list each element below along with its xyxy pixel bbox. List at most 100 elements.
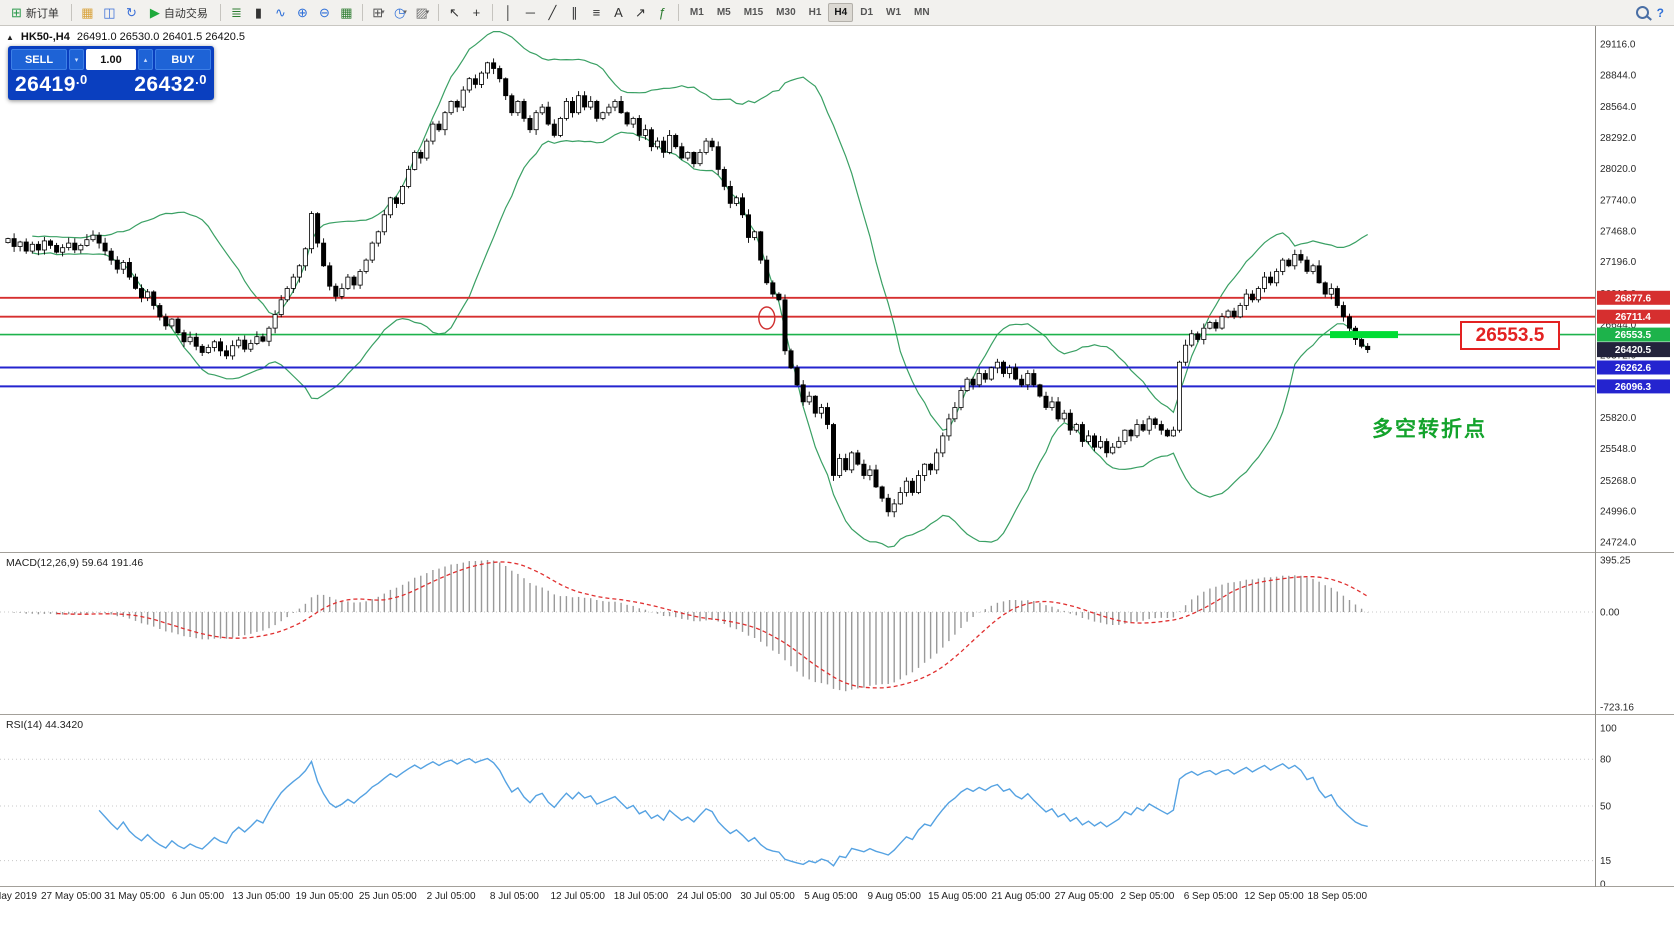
volume-dropdown-icon[interactable]: ▾ xyxy=(69,49,84,70)
panel-separator xyxy=(0,886,1674,887)
timeframe-M1[interactable]: M1 xyxy=(689,7,704,18)
arrow-object-icon[interactable]: ↗ xyxy=(634,5,646,20)
help-icon[interactable]: ? xyxy=(1656,5,1664,20)
level-highlight-marker[interactable] xyxy=(1330,331,1398,339)
buy-button[interactable]: BUY xyxy=(155,49,211,70)
time-axis-label: 6 Sep 05:00 xyxy=(1183,891,1238,902)
rsi-panel[interactable]: 100 80 50 15 0 xyxy=(0,715,1674,886)
time-axis-label: 2 Sep 05:00 xyxy=(1120,891,1175,902)
svg-text:100: 100 xyxy=(1600,724,1617,735)
panel-separator[interactable] xyxy=(0,714,1674,715)
text-label-icon[interactable]: A xyxy=(614,5,623,20)
time-axis-label: 30 Jul 05:00 xyxy=(740,891,795,902)
price-level-label[interactable]: 26553.5 xyxy=(1460,321,1560,350)
refresh-icon[interactable]: ↻ xyxy=(125,5,137,20)
chart-annotation[interactable]: 多空转折点 xyxy=(1372,418,1487,441)
svg-text:395.25: 395.25 xyxy=(1600,556,1631,567)
volume-increase-icon[interactable]: ▴ xyxy=(138,49,153,70)
price-axis-divider xyxy=(1595,26,1596,887)
svg-text:25268.0: 25268.0 xyxy=(1600,476,1637,487)
horizontal-line-icon[interactable]: ─ xyxy=(525,5,536,20)
toolbar-separator xyxy=(361,4,363,21)
time-axis-label: 8 Jul 05:00 xyxy=(489,891,539,902)
dropdown-caret-icon: ▾ xyxy=(425,9,430,16)
buy-price[interactable]: 26432.0 xyxy=(134,72,207,96)
zoom-out-icon[interactable]: ⊖ xyxy=(318,5,330,20)
autotrading-label: 自动交易 xyxy=(163,7,208,20)
vertical-line-icon[interactable]: │ xyxy=(504,5,513,20)
templates-icon[interactable]: ▨ ▾ xyxy=(415,5,430,20)
price-tag: 26877.6 xyxy=(1597,290,1670,305)
svg-text:25548.0: 25548.0 xyxy=(1600,444,1637,455)
timeframe-M5[interactable]: M5 xyxy=(716,7,731,18)
price-tag: 26711.4 xyxy=(1597,309,1670,324)
timeframe-H4[interactable]: H4 xyxy=(828,3,854,22)
cursor-icon[interactable]: ↖ xyxy=(448,5,460,20)
toolbar-separator xyxy=(219,4,221,21)
toolbar-separator xyxy=(677,4,679,21)
macd-histogram xyxy=(13,560,1369,692)
timeframe-M30[interactable]: M30 xyxy=(776,7,796,18)
autotrading-play-icon: ▶ xyxy=(149,5,160,20)
svg-text:26096.3: 26096.3 xyxy=(1615,382,1652,393)
time-axis-label: 31 May 05:00 xyxy=(104,891,165,902)
new-order-button[interactable]: ⊞ 新订单 xyxy=(4,2,66,24)
new-chart-icon[interactable]: ⊞ ▾ xyxy=(372,5,385,20)
svg-text:28564.0: 28564.0 xyxy=(1600,102,1637,113)
timeframe-M15[interactable]: M15 xyxy=(743,7,764,18)
price-tag: 26096.3 xyxy=(1597,379,1670,394)
timeframe-D1[interactable]: D1 xyxy=(860,7,874,18)
timeframe-H1[interactable]: H1 xyxy=(808,7,822,18)
indicators-icon[interactable]: ƒ xyxy=(658,5,667,20)
timeframe-W1[interactable]: W1 xyxy=(886,7,902,18)
svg-text:29116.0: 29116.0 xyxy=(1600,40,1636,51)
sell-price[interactable]: 26419.0 xyxy=(15,72,88,96)
bar-chart-icon[interactable]: ≣ xyxy=(230,5,242,20)
equidistant-channel-icon[interactable]: ∥ xyxy=(571,5,578,20)
price-tag: 26420.5 xyxy=(1597,342,1670,358)
search-icon[interactable] xyxy=(1635,6,1649,19)
profiles-icon[interactable]: ◷ ▾ xyxy=(393,5,407,20)
crosshair-icon[interactable]: + xyxy=(472,5,481,20)
charts-icon[interactable]: ◫ xyxy=(103,5,116,20)
trendline-icon[interactable]: ╱ xyxy=(548,5,557,20)
tile-windows-icon[interactable]: ▦ xyxy=(340,5,353,20)
svg-text:28020.0: 28020.0 xyxy=(1600,164,1637,175)
symbol-period-label: HK50-,H4 xyxy=(20,31,70,43)
svg-text:26644.0: 26644.0 xyxy=(1600,320,1637,331)
toolbar: ⊞ 新订单 ▦ ◫ ↻ ▶ 自动交易 ≣ ▮ ∿ ⊕ ⊖ ▦ ⊞ ▾ ◷ ▾ ▨ ▾ ↖ + │ ─ ╱ ∥ ≡ A ↗ ƒ M1 M5 M1… xyxy=(0,0,1674,26)
fibonacci-icon[interactable]: ≡ xyxy=(592,5,601,20)
dropdown-caret-icon: ▾ xyxy=(381,9,385,16)
ohlc-values: 26491.0 26530.0 26401.5 26420.5 xyxy=(76,31,246,43)
line-chart-icon[interactable]: ∿ xyxy=(274,5,286,20)
time-axis-label: 27 Aug 05:00 xyxy=(1054,891,1114,902)
svg-text:26553.5: 26553.5 xyxy=(1615,330,1652,341)
time-axis-label: 27 May 05:00 xyxy=(40,891,102,902)
autotrading-button[interactable]: ▶ 自动交易 xyxy=(143,2,215,24)
svg-text:26711.4: 26711.4 xyxy=(1615,312,1651,323)
candlestick-chart-icon[interactable]: ▮ xyxy=(254,5,262,20)
market-watch-icon[interactable]: ▦ xyxy=(81,5,94,20)
svg-text:27468.0: 27468.0 xyxy=(1600,226,1637,237)
time-axis-label: 12 Jul 05:00 xyxy=(550,891,605,902)
time-axis-label: 19 Jun 05:00 xyxy=(295,891,354,902)
dropdown-caret-icon: ▾ xyxy=(403,9,407,16)
sell-button[interactable]: SELL xyxy=(11,49,67,70)
zoom-in-icon[interactable]: ⊕ xyxy=(296,5,308,20)
time-axis-label: 6 Jun 05:00 xyxy=(171,891,225,902)
rsi-label: RSI(14) 44.3420 xyxy=(6,719,84,731)
main-chart[interactable]: 29116.0 28844.0 28564.0 28292.0 28020.0 27740… xyxy=(0,26,1674,552)
svg-text:24996.0: 24996.0 xyxy=(1600,507,1637,518)
one-click-trading-panel: SELL ▾ 1.00 ▴ BUY 26419.0 26432.0 xyxy=(8,46,214,101)
time-axis-label: 13 Jun 05:00 xyxy=(232,891,291,902)
circle-marker xyxy=(758,306,776,330)
panel-separator[interactable] xyxy=(0,552,1674,553)
svg-text:0.00: 0.00 xyxy=(1600,608,1620,619)
time-axis-label: 2 Jul 05:00 xyxy=(426,891,476,902)
macd-panel[interactable]: 395.25 0.00 -723.16 xyxy=(0,553,1674,714)
one-click-toggle-icon[interactable]: ▲ xyxy=(6,32,14,42)
volume-input[interactable]: 1.00 xyxy=(86,49,136,70)
timeframe-MN[interactable]: MN xyxy=(914,7,930,18)
svg-text:27196.0: 27196.0 xyxy=(1600,257,1637,268)
